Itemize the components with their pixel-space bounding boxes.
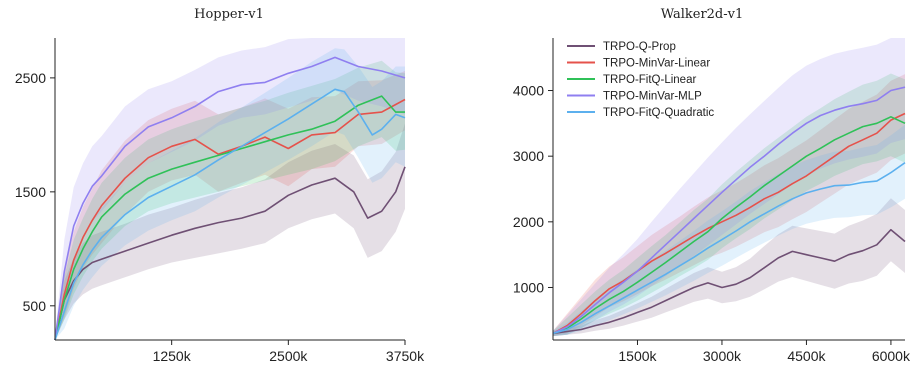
walker-band-trpo-q-prop — [553, 198, 905, 337]
walker-ytick-label: 1000 — [513, 279, 544, 295]
hopper-line-trpo-minvar-mlp — [54, 56, 406, 341]
walker-ytick-label: 4000 — [513, 83, 544, 99]
walker-ytick-label: 3000 — [513, 148, 544, 164]
walker-band-trpo-fitq-linear — [553, 73, 905, 337]
walker-xtick-label: 4500k — [787, 348, 826, 364]
walker-lines — [552, 86, 906, 335]
walker-legend: TRPO-Q-Prop TRPO-MinVar-Linear TRPO-FitQ-L… — [567, 41, 714, 119]
walker-xtick-label: 1500k — [618, 348, 657, 364]
hopper-xtick-label: 1250k — [153, 348, 192, 364]
hopper-panel: Hopper-v1 500 1500 2500 1250k 2500k 3750k — [15, 7, 425, 364]
hopper-ytick-label: 1500 — [15, 184, 46, 200]
walker-xtick-label: 6000k — [872, 348, 911, 364]
legend-label-trpo-minvar-linear: TRPO-MinVar-Linear — [603, 58, 710, 70]
walker-line-trpo-minvar-mlp — [552, 86, 906, 335]
hopper-bands — [55, 38, 405, 341]
legend-label-trpo-minvar-mlp: TRPO-MinVar-MLP — [603, 91, 702, 103]
hopper-ytick-label: 2500 — [15, 70, 46, 86]
chart-title-walker: Walker2d-v1 — [661, 7, 744, 22]
walker-line-trpo-fitq-linear — [552, 116, 906, 335]
walker-ytick-label: 2000 — [513, 214, 544, 230]
hopper-line-trpo-minvar-linear — [54, 98, 406, 341]
hopper-lines — [54, 56, 406, 341]
chart-title-hopper: Hopper-v1 — [194, 7, 264, 22]
hopper-line-trpo-fitq-quadratic — [54, 88, 406, 341]
hopper-xtick-label: 2500k — [269, 348, 308, 364]
legend-label-trpo-q-prop: TRPO-Q-Prop — [603, 41, 676, 53]
hopper-band-trpo-minvar-mlp — [55, 38, 405, 340]
walker-band-trpo-fitq-quadratic — [553, 124, 905, 337]
walker-line-trpo-fitq-quadratic — [552, 162, 906, 335]
hopper-ytick-label: 500 — [23, 298, 47, 314]
hopper-band-trpo-fitq-linear — [55, 60, 405, 341]
walker-xtick-label: 3000k — [703, 348, 742, 364]
walker-line-trpo-q-prop — [552, 228, 906, 335]
hopper-line-trpo-q-prop — [54, 166, 406, 341]
legend-label-trpo-fitq-quadratic: TRPO-FitQ-Quadratic — [603, 107, 714, 119]
hopper-band-trpo-fitq-quadratic — [55, 48, 405, 341]
hopper-ticks: 500 1500 2500 1250k 2500k 3750k — [15, 70, 425, 364]
hopper-band-trpo-minvar-linear — [55, 71, 405, 340]
legend-label-trpo-fitq-linear: TRPO-FitQ-Linear — [603, 74, 696, 86]
walker-band-trpo-minvar-linear — [553, 74, 905, 337]
walker-panel: Walker2d-v1 1000 2000 3000 4000 1500k 3000k 45… — [513, 7, 911, 364]
walker-ticks: 1000 2000 3000 4000 1500k 3000k 4500k 6000k — [513, 83, 911, 364]
hopper-line-trpo-fitq-linear — [54, 95, 405, 341]
hopper-band-trpo-q-prop — [55, 123, 405, 340]
hopper-xtick-label: 3750k — [386, 348, 425, 364]
walker-line-trpo-minvar-linear — [552, 112, 906, 335]
